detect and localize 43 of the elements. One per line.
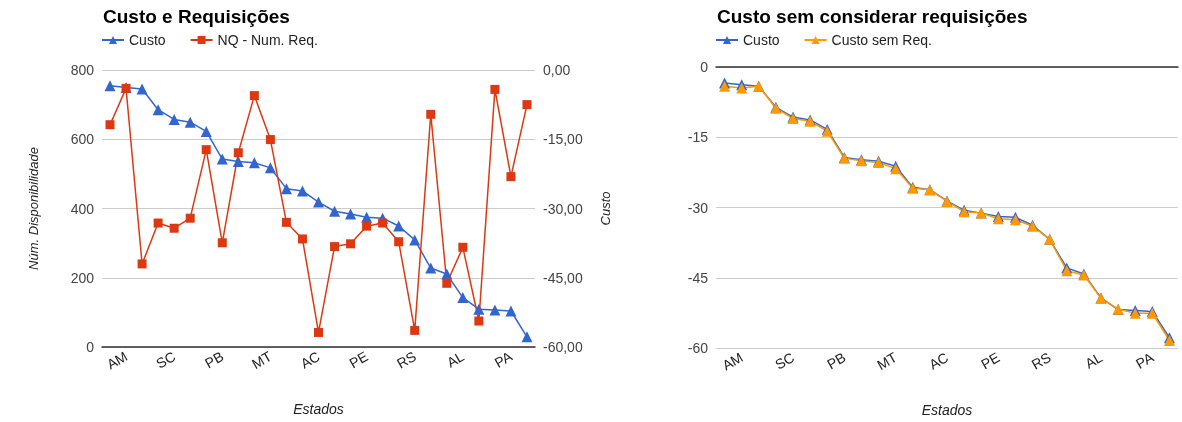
x-tick-label: PB [202, 348, 227, 372]
x-tick-label: AL [1082, 348, 1106, 372]
y2-axis-title: Custo [598, 191, 613, 226]
y-tick-label: 200 [70, 269, 95, 286]
x-axis-title: Estados [921, 402, 973, 418]
x-tick-label: SC [153, 348, 179, 372]
legend-label: Custo [743, 32, 780, 48]
x-tick-label: PB [824, 349, 849, 373]
x-tick-label: PA [1133, 348, 1157, 372]
y-tick-label: -15 [687, 129, 709, 146]
x-tick-label: AC [297, 348, 323, 372]
x-tick-label: AM [103, 348, 131, 373]
y2-tick-label: -15,00 [543, 131, 583, 148]
chart-title: Custo e Requisições [103, 6, 290, 27]
x-tick-label: PA [491, 347, 516, 371]
chart-title: Custo sem considerar requisições [717, 6, 1028, 27]
y2-tick-label: -30,00 [543, 200, 583, 217]
x-tick-label: RS [393, 348, 419, 372]
y-tick-label: 0 [86, 339, 95, 355]
y-tick-label: -30 [687, 199, 709, 216]
x-tick-label: AC [926, 349, 951, 373]
y-tick-label: 0 [700, 59, 709, 75]
x-tick-label: AM [719, 349, 746, 374]
legend-label: Custo [129, 32, 166, 48]
y-tick-label: 600 [70, 131, 95, 148]
x-tick-label: PE [346, 348, 371, 372]
legend-label: NQ - Num. Req. [217, 32, 318, 48]
x-tick-label: SC [772, 349, 797, 373]
y-tick-label: 400 [70, 200, 95, 217]
x-tick-label: RS [1028, 349, 1054, 373]
y-tick-label: -60 [687, 340, 709, 356]
y2-tick-label: -60,00 [543, 339, 583, 355]
x-tick-label: MT [874, 348, 901, 374]
x-tick-label: PE [978, 349, 1003, 373]
x-axis-title: Estados [293, 401, 344, 417]
x-tick-label: AL [444, 347, 468, 371]
y-tick-label: 800 [70, 62, 95, 78]
y2-tick-label: -45,00 [543, 269, 583, 286]
x-tick-label: MT [248, 347, 275, 373]
legend-label: Custo sem Req. [831, 32, 932, 48]
y-axis-title: Núm. Disponibilidade [26, 147, 41, 270]
y-tick-label: -45 [687, 269, 709, 286]
y2-tick-label: 0,00 [543, 62, 571, 78]
